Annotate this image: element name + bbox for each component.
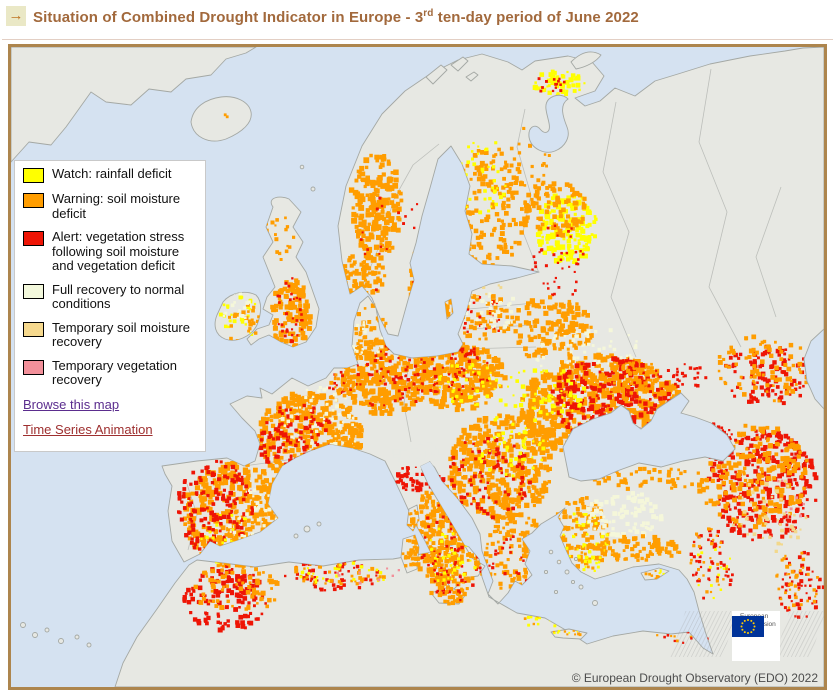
legend-label: Alert: vegetation stress following soil … bbox=[52, 229, 185, 274]
landmass-rhodes bbox=[592, 600, 598, 606]
time-series-animation-link[interactable]: Time Series Animation bbox=[23, 422, 153, 438]
warning-swatch bbox=[23, 193, 44, 208]
legend-item-temp-vegetation: Temporary vegetation recovery bbox=[23, 357, 197, 388]
european-commission-logo: European Commission bbox=[732, 611, 780, 661]
legend-item-watch: Watch: rainfall deficit bbox=[23, 166, 197, 183]
landmass-balearic-1 bbox=[303, 525, 311, 533]
landmass-aegean-8 bbox=[573, 556, 579, 562]
europe-map-svg bbox=[11, 47, 824, 687]
page-title: Situation of Combined Drought Indicator … bbox=[33, 8, 639, 26]
legend-item-alert: Alert: vegetation stress following soil … bbox=[23, 229, 197, 274]
landmass-iceland bbox=[190, 96, 252, 142]
landmass-aegean-5 bbox=[578, 584, 584, 590]
watch-swatch bbox=[23, 168, 44, 183]
alert-swatch bbox=[23, 231, 44, 247]
legend-label: Temporary vegetation recovery bbox=[52, 357, 178, 388]
landmass-aegean-3 bbox=[564, 569, 570, 575]
legend-label: Full recovery to normal conditions bbox=[52, 281, 185, 312]
landmass-canary-5 bbox=[74, 634, 80, 640]
landmass-greenland bbox=[11, 47, 257, 163]
landmass-canary-4 bbox=[58, 638, 64, 644]
header-divider bbox=[2, 39, 833, 40]
landmass-aegean-4 bbox=[570, 579, 576, 585]
full-recovery-swatch bbox=[23, 283, 44, 299]
landmass-canary-1 bbox=[20, 622, 26, 628]
inner-seas bbox=[528, 94, 824, 482]
landmass-balearic-3 bbox=[293, 533, 299, 539]
landmass-canary-2 bbox=[32, 632, 38, 638]
white-sea bbox=[528, 94, 569, 153]
page-title-superscript: rd bbox=[423, 8, 434, 19]
temp-vegetation-swatch bbox=[23, 359, 44, 375]
map-legend: Watch: rainfall deficit Warning: soil mo… bbox=[14, 160, 206, 453]
landmass-aegean-7 bbox=[543, 569, 549, 575]
landmass-balearic-2 bbox=[316, 521, 322, 527]
drought-map: Watch: rainfall deficit Warning: soil mo… bbox=[8, 44, 827, 690]
caspian-sea bbox=[803, 328, 824, 410]
landmass-canary-6 bbox=[86, 642, 92, 648]
landmass-faroe bbox=[299, 164, 305, 170]
temp-soil-moisture-swatch bbox=[23, 321, 44, 337]
landmass-shetland bbox=[310, 186, 316, 192]
page-header: → Situation of Combined Drought Indicato… bbox=[0, 0, 835, 40]
legend-item-temp-soil-moisture: Temporary soil moisture recovery bbox=[23, 319, 197, 350]
landmass-canary-3 bbox=[44, 627, 50, 633]
arrow-icon: → bbox=[6, 6, 26, 26]
black-sea bbox=[562, 392, 736, 482]
eu-flag-icon bbox=[732, 616, 764, 637]
map-copyright: © European Drought Observatory (EDO) 202… bbox=[571, 671, 818, 685]
page-title-text-2: ten-day period of June 2022 bbox=[433, 9, 639, 26]
browse-map-link[interactable]: Browse this map bbox=[23, 397, 120, 413]
landmass-aegean-1 bbox=[548, 549, 554, 555]
landmass-aegean-6 bbox=[553, 589, 559, 595]
page-title-text: Situation of Combined Drought Indicator … bbox=[33, 9, 424, 26]
legend-label: Temporary soil moisture recovery bbox=[52, 319, 190, 350]
legend-label: Warning: soil moisture deficit bbox=[52, 191, 181, 221]
landmass-aegean-2 bbox=[556, 559, 562, 565]
landmass-arctic-island bbox=[570, 51, 602, 70]
legend-item-warning: Warning: soil moisture deficit bbox=[23, 191, 197, 221]
legend-label: Watch: rainfall deficit bbox=[52, 166, 172, 181]
landmass-svalbard bbox=[425, 56, 479, 85]
legend-item-full-recovery: Full recovery to normal conditions bbox=[23, 281, 197, 312]
